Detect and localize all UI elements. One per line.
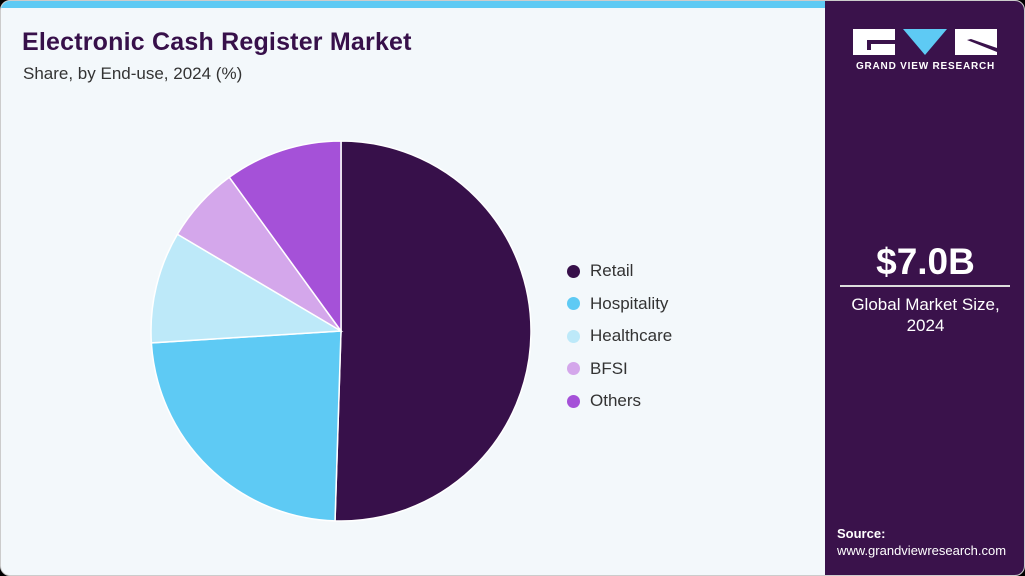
source-label: Source: (837, 526, 886, 541)
brand-name: GRAND VIEW RESEARCH (855, 61, 996, 72)
legend-dot-icon (567, 362, 580, 376)
legend-item-others: Others (567, 385, 672, 418)
source-link[interactable]: www.grandviewresearch.com (837, 543, 1007, 558)
legend-label: Healthcare (590, 326, 673, 346)
accent-bar (1, 1, 825, 8)
sidebar-panel: GRAND VIEW RESEARCH $7.0B Global Market … (825, 1, 1024, 575)
legend-label: BFSI (590, 358, 628, 378)
legend-label: Others (590, 391, 642, 411)
chart-subtitle: Share, by End-use, 2024 (%) (23, 64, 243, 83)
chart-legend: Retail Hospitality Healthcare BFSI Others (567, 255, 672, 418)
caption-line-2: 2024 (906, 316, 945, 335)
pie-chart (150, 140, 532, 522)
pie-slice-healthcare (150, 233, 344, 344)
legend-dot-icon (567, 264, 580, 278)
pie-slice-hospitality (150, 330, 342, 522)
gvr-logo-icon (853, 29, 997, 55)
legend-label: Retail (590, 261, 634, 281)
caption-line-1: Global Market Size, (851, 295, 1000, 314)
chart-title: Electronic Cash Register Market (22, 28, 412, 56)
market-size-value: $7.0B (876, 241, 975, 282)
pie-slice-others (228, 140, 342, 334)
legend-dot-icon (567, 329, 580, 343)
legend-item-healthcare: Healthcare (567, 320, 672, 353)
legend-item-hospitality: Hospitality (567, 288, 672, 321)
market-size-caption: Global Market Size, 2024 (825, 294, 1024, 336)
legend-label: Hospitality (590, 293, 669, 313)
divider (840, 285, 1010, 287)
pie-slice-retail (334, 140, 532, 522)
legend-item-retail: Retail (567, 255, 672, 288)
legend-item-bfsi: BFSI (567, 353, 672, 386)
legend-dot-icon (567, 297, 580, 311)
legend-dot-icon (567, 394, 580, 408)
